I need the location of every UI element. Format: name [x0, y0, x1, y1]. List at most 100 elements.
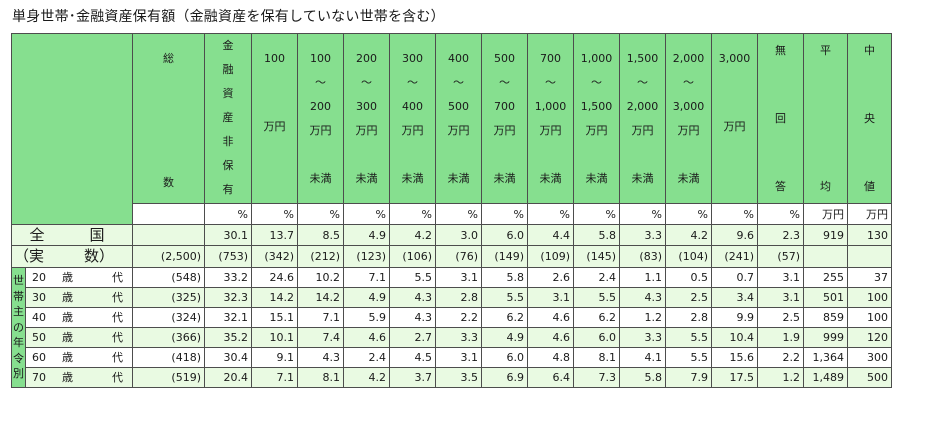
- age-value: 40: [32, 311, 46, 324]
- col-header-9-line-3: 万円: [585, 124, 608, 137]
- age-row-cell-12: 17.5: [711, 367, 758, 388]
- age-row-cell-7: 4.9: [481, 327, 528, 348]
- col-header-7-line-0: 500: [494, 52, 515, 65]
- age-row-cell-1: 32.3: [204, 287, 252, 308]
- col-header-6-line-0: 400: [448, 52, 469, 65]
- unit-cell-5: %: [389, 203, 436, 225]
- col-header-7-line-2: 700: [494, 100, 515, 113]
- age-row-cell-11: 5.5: [665, 327, 712, 348]
- age-row-cell-7: 6.0: [481, 347, 528, 368]
- col-header-11-line-2: 3,000: [672, 100, 705, 113]
- age-row-cell-3: 14.2: [297, 287, 344, 308]
- age-sai: 歳: [62, 291, 73, 304]
- col-header-8-line-5: 未満: [539, 172, 562, 185]
- national-cell-2: 13.7: [251, 224, 298, 246]
- col-header-10-line-0: 1,500: [626, 52, 659, 65]
- age-row-cell-6: 2.8: [435, 287, 482, 308]
- national-cell-3: 8.5: [297, 224, 344, 246]
- col-header-1-line-2: 資: [222, 87, 234, 100]
- national-cell-9: 5.8: [573, 224, 620, 246]
- age-row-cell-1: 32.1: [204, 307, 252, 328]
- age-row-cell-13: 3.1: [757, 267, 804, 288]
- col-header-12-line-0: 3,000: [718, 52, 751, 65]
- asset-holdings-table: 総数金融資産非保有100万円未満100～200万円未満200～300万円未満30…: [11, 33, 892, 388]
- unit-cell-3: %: [297, 203, 344, 225]
- age-row-cell-13: 1.9: [757, 327, 804, 348]
- age-row-cell-14: 859: [803, 307, 848, 328]
- age-row-cell-8: 6.4: [527, 367, 574, 388]
- col-header-1-line-1: 融: [222, 63, 234, 76]
- age-row-cell-3: 7.4: [297, 327, 344, 348]
- age-row-cell-5: 3.7: [389, 367, 436, 388]
- col-header-6: 400 ～ 500 万円 未満: [435, 33, 482, 204]
- age-row-cell-11: 2.5: [665, 287, 712, 308]
- unit-cell-9: %: [573, 203, 620, 225]
- age-row-cell-5: 5.5: [389, 267, 436, 288]
- col-header-9-line-0: 1,000: [580, 52, 613, 65]
- counts-cell-4: (123): [343, 245, 390, 268]
- counts-cell-6: (76): [435, 245, 482, 268]
- col-header-5-line-0: 300: [402, 52, 423, 65]
- age-row-cell-5: 4.5: [389, 347, 436, 368]
- age-row-cell-2: 10.1: [251, 327, 298, 348]
- age-row-cell-10: 1.1: [619, 267, 666, 288]
- age-label: 30 歳 代: [25, 287, 133, 308]
- age-label: 20 歳 代: [25, 267, 133, 288]
- age-row-cell-6: 3.3: [435, 327, 482, 348]
- side-label-char: の: [13, 320, 24, 334]
- col-header-7-line-1: ～: [499, 76, 510, 89]
- age-row-cell-3: 4.3: [297, 347, 344, 368]
- age-row-cell-11: 5.5: [665, 347, 712, 368]
- col-header-13-line-0: 無: [775, 44, 786, 57]
- age-row-cell-15: 120: [847, 327, 892, 348]
- age-value: 50: [32, 331, 46, 344]
- age-row-cell-8: 3.1: [527, 287, 574, 308]
- col-header-11: 2,000 ～ 3,000 万円 未満: [665, 33, 712, 204]
- col-header-2-line-0: 100: [264, 52, 285, 65]
- age-row-cell-2: 14.2: [251, 287, 298, 308]
- col-header-4-line-1: ～: [361, 76, 372, 89]
- age-dai: 代: [112, 271, 123, 284]
- col-header-8: 700 ～ 1,000 万円 未満: [527, 33, 574, 204]
- side-label-char: 帯: [13, 289, 24, 303]
- age-row-cell-10: 3.3: [619, 327, 666, 348]
- age-dai: 代: [112, 351, 123, 364]
- col-header-14: 平均: [803, 33, 848, 204]
- national-row: 全国 30.1 13.7 8.5 4.9 4.2 3.0 6.0 4.4 5.8 3.3 4.2 9.…: [11, 224, 892, 246]
- age-row-cell-11: 0.5: [665, 267, 712, 288]
- age-row-cell-13: 3.1: [757, 287, 804, 308]
- age-label: 70 歳 代: [25, 367, 133, 388]
- counts-cell-5: (106): [389, 245, 436, 268]
- national-cell-15: 130: [847, 224, 892, 246]
- age-row-cell-15: 100: [847, 287, 892, 308]
- col-header-3: 100 ～ 200 万円 未満: [297, 33, 344, 204]
- age-row-cell-4: 4.6: [343, 327, 390, 348]
- unit-cell-12: %: [711, 203, 758, 225]
- counts-cell-8: (109): [527, 245, 574, 268]
- unit-cell-7: %: [481, 203, 528, 225]
- age-row-cell-12: 3.4: [711, 287, 758, 308]
- age-row-cell-14: 501: [803, 287, 848, 308]
- age-row-cell-7: 6.2: [481, 307, 528, 328]
- age-row-cell-9: 7.3: [573, 367, 620, 388]
- age-sai: 歳: [62, 311, 73, 324]
- unit-cell-15: 万円: [847, 203, 892, 225]
- national-cell-1: 30.1: [204, 224, 252, 246]
- counts-cell-1: (753): [204, 245, 252, 268]
- header-corner-cell: [11, 33, 133, 225]
- col-header-10: 1,500 ～ 2,000 万円 未満: [619, 33, 666, 204]
- counts-cell-3: (212): [297, 245, 344, 268]
- age-row-cell-2: 7.1: [251, 367, 298, 388]
- age-value: 60: [32, 351, 46, 364]
- age-row-cell-8: 4.6: [527, 327, 574, 348]
- age-row-cell-13: 1.2: [757, 367, 804, 388]
- age-value: 20: [32, 271, 46, 284]
- age-row-cell-4: 7.1: [343, 267, 390, 288]
- col-header-3-line-0: 100: [310, 52, 331, 65]
- col-header-10-line-3: 万円: [631, 124, 654, 137]
- counts-cell-0: (2,500): [132, 245, 205, 268]
- col-header-1-line-3: 産: [222, 111, 234, 124]
- age-row-cell-12: 0.7: [711, 267, 758, 288]
- col-header-15: 中央値: [847, 33, 892, 204]
- col-header-15-line-4: 値: [864, 180, 875, 193]
